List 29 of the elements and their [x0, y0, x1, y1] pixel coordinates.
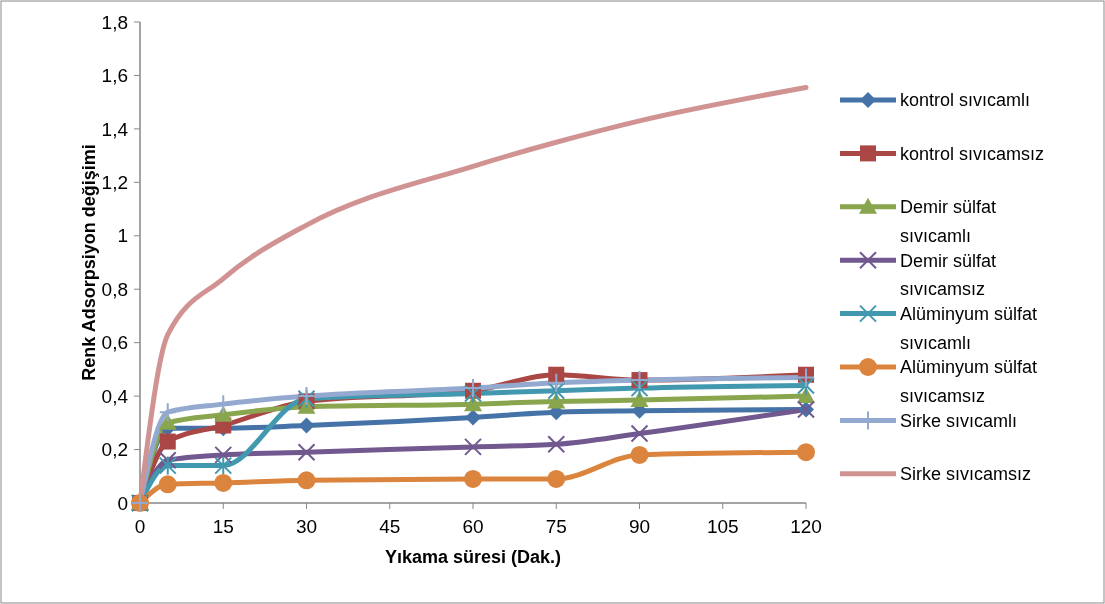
legend-label: Alüminyum sülfat sıvıcamlı: [900, 303, 1038, 353]
x-tick-label: 0: [134, 516, 146, 537]
x-axis-title: Yıkama süresi (Dak.): [384, 547, 562, 567]
x-tick-label: 75: [545, 516, 567, 537]
x-tick-label: 15: [212, 516, 234, 537]
y-axis-title: Renk Adsorpsiyon değişimi: [79, 144, 99, 381]
x-tick-label: 45: [379, 516, 401, 537]
y-tick-label: 1,8: [101, 11, 128, 33]
x-tick-label: 60: [462, 516, 484, 537]
x-tick-label: 30: [295, 516, 318, 537]
y-tick-label: 1,2: [101, 171, 128, 193]
legend-label: Sirke sıvıcamsız: [900, 464, 1032, 485]
y-tick-label: 0,2: [101, 439, 128, 461]
y-tick-label: 0: [117, 492, 128, 514]
x-tick-label: 90: [628, 516, 651, 537]
y-tick-label: 1: [117, 225, 128, 247]
legend-label: Demir sülfat sıvıcamsız: [900, 250, 997, 300]
y-tick-label: 0,4: [101, 385, 129, 407]
x-tick-label: 105: [706, 516, 739, 537]
legend-label: Alüminyum sülfat sıvıcamsız: [900, 357, 1038, 407]
x-tick-label: 120: [790, 516, 822, 537]
y-tick-label: 0,8: [101, 278, 128, 300]
y-tick-label: 1,6: [101, 65, 128, 87]
y-tick-label: 0,6: [101, 332, 128, 354]
legend-label: Demir sülfat sıvıcamlı: [900, 197, 997, 246]
legend-label: kontrol sıvıcamlı: [900, 90, 1031, 111]
y-tick-label: 1,4: [101, 118, 129, 140]
legend-label: Sirke sıvıcamlı: [900, 410, 1018, 431]
legend-label: kontrol sıvıcamsız: [900, 143, 1045, 164]
